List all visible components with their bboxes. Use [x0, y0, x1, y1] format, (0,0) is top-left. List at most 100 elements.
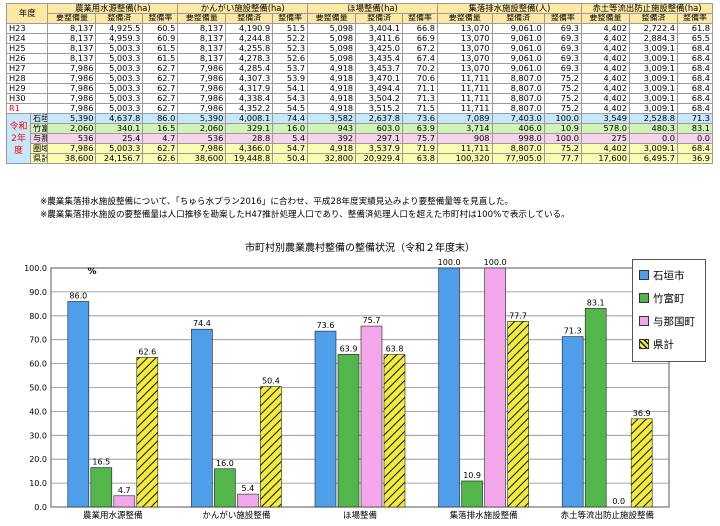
table-cell: 75.2 [543, 93, 582, 104]
table-cell: 11,711 [436, 83, 493, 94]
table-cell: 52.2 [272, 33, 309, 44]
table-cell: 329.1 [225, 123, 274, 134]
table-cell: 11,711 [436, 73, 493, 84]
table-cell: 74.4 [272, 113, 309, 124]
y-tick-label: 100.0 [24, 264, 47, 273]
table-cell: 7,986 [47, 73, 97, 84]
table-cell: 4,244.8 [225, 33, 274, 44]
table-cell: 6,495.7 [628, 153, 678, 164]
subheader: 要整備量 [307, 13, 357, 24]
table-cell: 7,986 [177, 63, 227, 74]
table-cell: 69.3 [543, 43, 582, 54]
table-cell: 3,425.0 [355, 43, 404, 54]
y-tick-label: 60.0 [29, 360, 47, 369]
row-municipality: 圏域計 [29, 143, 49, 154]
table-cell: 5,098 [307, 23, 357, 34]
table-cell: 4,402 [580, 63, 630, 74]
table-cell: 4,959.3 [95, 33, 144, 44]
table-cell: 9,061.0 [491, 33, 545, 44]
row-municipality: 竹富町 [29, 123, 49, 134]
table-row: H25 8,137 5,003.3 61.5 8,137 4,255.8 52.3 5,098… [5, 43, 714, 54]
table-cell: 4,402 [580, 43, 630, 54]
table-cell: 62.7 [142, 103, 179, 114]
table-cell: 3,453.7 [355, 63, 404, 74]
table-cell: 578.0 [580, 123, 630, 134]
table-cell: 3,582 [307, 113, 357, 124]
table-cell: 16.0 [272, 123, 309, 134]
table-cell: 4,285.4 [225, 63, 274, 74]
legend-label: 竹富町 [653, 292, 685, 305]
table-header-row: 年度 農業用水源整備(ha) かんがい施設整備(ha) ほ場整備(ha) 集落排水施設整… [5, 3, 714, 24]
table-cell: 8,137 [47, 23, 97, 34]
table-cell: 65.5 [676, 33, 714, 44]
table-cell: 52.6 [272, 53, 309, 64]
legend-swatch [639, 293, 649, 303]
row-year: H26 [5, 53, 49, 64]
subheader: 整備率 [272, 13, 309, 24]
table-row: H30 7,986 5,003.3 62.7 7,986 4,338.4 54.3 4,918… [5, 93, 714, 104]
table-cell: 83.1 [676, 123, 714, 134]
table-cell: 9,061.0 [491, 53, 545, 64]
table-cell: 54.3 [272, 93, 309, 104]
x-tick-label: かんがい施設整備 [202, 510, 271, 521]
table-cell: 5,098 [307, 53, 357, 64]
table-cell: 32,800 [307, 153, 357, 164]
table-cell: 3,494.4 [355, 83, 404, 94]
bar-4-4 [507, 320, 529, 508]
table-cell: 275 [580, 133, 630, 144]
table-cell: 7,986 [177, 73, 227, 84]
table-cell: 71.1 [402, 83, 438, 94]
data-label: 86.0 [69, 291, 87, 300]
data-label: 73.6 [317, 321, 335, 330]
row-year: H23 [5, 23, 49, 34]
table-cell: 38,600 [177, 153, 227, 164]
legend-label: 県計 [653, 338, 674, 351]
table-cell: 7,089 [436, 113, 493, 124]
table-row: H23 8,137 4,925.5 60.5 8,137 4,190.9 51.5 5,098… [5, 23, 714, 34]
subheader: 要整備量 [580, 13, 630, 24]
table-cell: 4,918 [307, 93, 357, 104]
legend-swatch [639, 339, 649, 349]
table-cell: 480.3 [628, 123, 678, 134]
year-header: 年度 [5, 3, 49, 24]
legend-item: 与那国町 [639, 314, 695, 328]
group-header-1: かんがい施設整備(ha) [177, 3, 309, 14]
x-tick-label: 集落排水施設整備 [450, 510, 519, 521]
table-cell: 61.5 [142, 53, 179, 64]
table-subheader-row: 要整備量 整備済 整備率 要整備量 整備済 整備率 要整備量 整備済 整備率 要整備量 整備済 整備率… [7, 13, 714, 24]
table-cell: 3,009.1 [628, 73, 678, 84]
table-cell: 8,807.0 [491, 103, 545, 114]
row-year: H25 [5, 43, 49, 54]
table-cell: 2,722.4 [628, 23, 678, 34]
bar-4-2 [260, 386, 282, 508]
table-cell: 13,070 [436, 23, 493, 34]
table-cell: 62.7 [142, 73, 179, 84]
table-cell: 5,003.3 [95, 83, 144, 94]
table-row: H28 7,986 5,003.3 62.7 7,986 4,307.3 53.9 4,918… [5, 73, 714, 84]
table-cell: 8,137 [47, 33, 97, 44]
table-cell: 62.7 [142, 143, 179, 154]
table-row: R1 7,986 5,003.3 62.7 7,986 4,352.2 54.5 4,918 3… [5, 103, 714, 114]
row-year: H29 [5, 83, 49, 94]
y-tick-label: 80.0 [29, 312, 47, 321]
table-cell: 50.4 [272, 153, 309, 164]
group-header-4: 赤土等流出防止施設整備(ha) [580, 3, 714, 14]
table-cell: 66.9 [402, 33, 438, 44]
subheader: 要整備量 [47, 13, 97, 24]
bar-3-2 [237, 493, 259, 508]
table-cell: 4,352.2 [225, 103, 274, 114]
subheader: 要整備量 [177, 13, 227, 24]
row-municipality: 石垣市 [29, 113, 49, 124]
table-cell: 4,918 [307, 103, 357, 114]
r2-label: 令和2年度 [6, 113, 31, 164]
table-cell: 36.9 [676, 153, 714, 164]
subheader: 整備済 [225, 13, 274, 24]
table-cell: 7,403.0 [491, 113, 545, 124]
data-table: 年度 農業用水源整備(ha) かんがい施設整備(ha) ほ場整備(ha) 集落排水施設整… [5, 3, 714, 164]
table-cell: 4,402 [580, 33, 630, 44]
table-cell: 68.4 [676, 73, 714, 84]
table-row: 圏域計7,9865,003.362.77,9864,366.054.74,918… [7, 143, 714, 154]
y-tick-label: 10.0 [29, 479, 47, 488]
data-label: 5.4 [242, 484, 255, 493]
subheader: 整備率 [676, 13, 714, 24]
